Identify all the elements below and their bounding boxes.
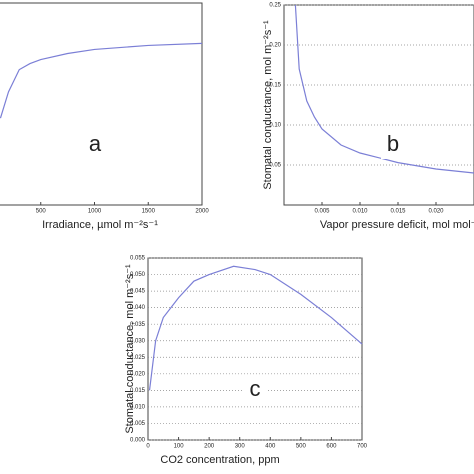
y-tick-label: 0.25 — [269, 3, 281, 9]
panel-letter: b — [387, 131, 399, 156]
x-axis-label: Irradiance, µmol m⁻²s⁻¹ — [42, 219, 158, 231]
x-tick-label: 0.005 — [314, 209, 330, 215]
y-tick-label: 0.005 — [130, 421, 146, 427]
y-axis-label: Stomatal conductance, mol m⁻²s⁻¹ — [124, 264, 136, 434]
y-tick-label: 0.030 — [130, 338, 146, 344]
plot-frame — [0, 2, 203, 206]
plot-frame — [147, 257, 363, 441]
y-tick-label: 0.20 — [269, 43, 281, 49]
curve — [0, 42, 203, 119]
y-tick-label: 0.045 — [130, 289, 146, 295]
x-tick-label: 400 — [265, 444, 276, 450]
curve — [294, 4, 474, 174]
y-tick-label: 0.000 — [130, 438, 146, 444]
x-tick-label: 700 — [357, 444, 368, 450]
x-tick-label: 300 — [235, 444, 246, 450]
y-tick-label: 0.010 — [130, 404, 146, 410]
x-tick-label: 1000 — [88, 209, 102, 215]
x-axis-label: CO2 concentration, ppm — [160, 454, 279, 466]
y-tick-label: 0.040 — [130, 305, 146, 311]
y-tick-label: 0.050 — [130, 272, 146, 278]
x-tick-label: 200 — [204, 444, 215, 450]
plot-frame — [283, 4, 474, 206]
x-tick-label: 0.015 — [390, 209, 406, 215]
y-tick-label: 0.055 — [130, 256, 146, 262]
x-tick-label: 0.020 — [428, 209, 444, 215]
panel-letter: c — [250, 376, 261, 401]
x-tick-label: 500 — [296, 444, 307, 450]
x-tick-label: 500 — [36, 209, 47, 215]
x-tick-label: 100 — [174, 444, 185, 450]
y-tick-label: 0.020 — [130, 371, 146, 377]
letter-bg — [381, 131, 405, 159]
x-tick-label: 0 — [146, 444, 150, 450]
curve — [148, 265, 363, 391]
y-tick-label: 0.015 — [130, 388, 146, 394]
x-tick-label: 0.010 — [352, 209, 368, 215]
y-tick-label: 0.05 — [269, 163, 281, 169]
x-tick-label: 1500 — [142, 209, 156, 215]
letter-bg — [83, 131, 107, 159]
y-tick-label: 0.10 — [269, 123, 281, 129]
x-tick-label: 2000 — [195, 209, 209, 215]
x-axis-label: Vapor pressure deficit, mol mol⁻¹ — [320, 219, 474, 231]
y-axis-label: Stomatal conductance, mol m⁻²s⁻¹ — [262, 20, 274, 190]
y-tick-label: 0.035 — [130, 322, 146, 328]
y-tick-label: 0.15 — [269, 83, 281, 89]
y-tick-label: 0.025 — [130, 355, 146, 361]
letter-bg — [243, 376, 267, 404]
panel-letter: a — [89, 131, 102, 156]
x-tick-label: 600 — [326, 444, 337, 450]
